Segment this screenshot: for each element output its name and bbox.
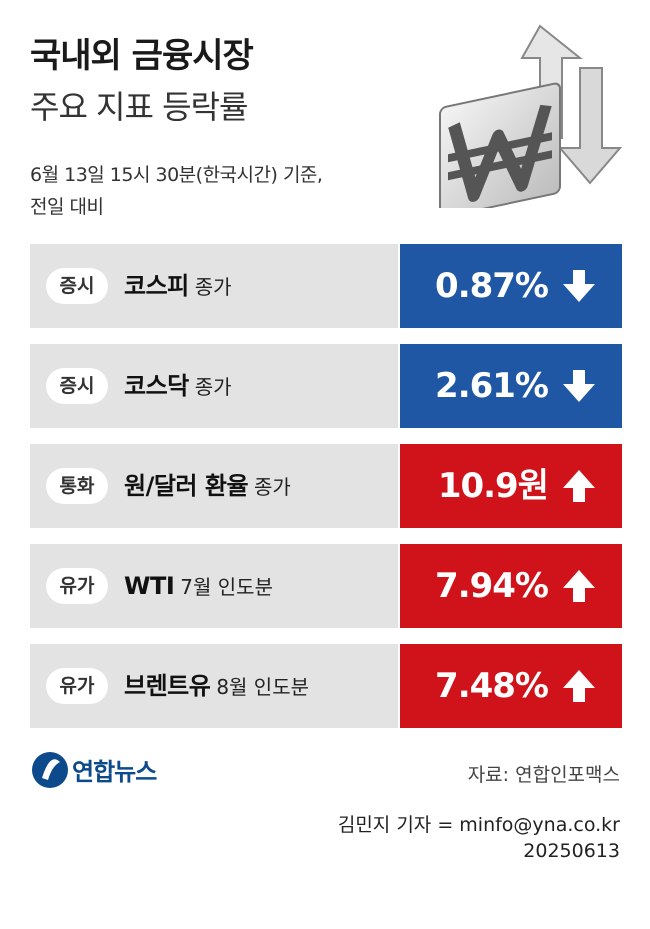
basis-text: 6월 13일 15시 30분(한국시간) 기준, xyxy=(30,164,323,186)
date-credit: 20250613 xyxy=(523,840,620,862)
change-value: 7.94% xyxy=(435,566,549,606)
change-value: 7.48% xyxy=(435,666,549,706)
indicator-row: 증시 코스피 종가 0.87% xyxy=(30,244,622,328)
indicator-detail: 종가 xyxy=(194,275,232,299)
indicator-name: 브렌트유 8월 인도분 xyxy=(124,668,309,707)
indicator-name: 코스피 종가 xyxy=(124,268,232,307)
change-value: 2.61% xyxy=(435,366,549,406)
indicator-main-name: WTI xyxy=(124,572,175,600)
indicator-value-panel: 7.94% xyxy=(400,544,622,628)
page-title: 국내외 금융시장 xyxy=(30,36,254,76)
indicator-detail: 종가 xyxy=(194,375,232,399)
indicator-main-name: 원/달러 환율 xyxy=(124,472,249,500)
reporter-credit: 김민지 기자 = minfo@yna.co.kr xyxy=(337,814,620,836)
indicator-detail: 7월 인도분 xyxy=(180,575,273,599)
indicator-label-panel: 유가 WTI 7월 인도분 xyxy=(30,544,398,628)
category-badge: 유가 xyxy=(46,568,108,604)
indicator-detail: 종가 xyxy=(254,475,291,499)
up-arrow-icon xyxy=(563,470,595,502)
indicator-name: 원/달러 환율 종가 xyxy=(124,468,291,507)
basis-text-2: 전일 대비 xyxy=(30,196,104,218)
indicator-name: 코스닥 종가 xyxy=(124,368,232,407)
logo-text: 연합뉴스 xyxy=(72,758,157,786)
down-arrow-icon xyxy=(563,370,595,402)
category-badge: 증시 xyxy=(46,268,108,304)
change-value: 10.9원 xyxy=(437,466,549,506)
indicator-row: 증시 코스닥 종가 2.61% xyxy=(30,344,622,428)
indicator-value-panel: 0.87% xyxy=(400,244,622,328)
indicator-main-name: 코스닥 xyxy=(124,372,189,400)
up-arrow-icon xyxy=(563,570,595,602)
indicator-row: 통화 원/달러 환율 종가 10.9원 xyxy=(30,444,622,528)
indicator-label-panel: 증시 코스닥 종가 xyxy=(30,344,398,428)
source-text: 자료: 연합인포맥스 xyxy=(467,764,620,786)
indicator-row: 유가 브렌트유 8월 인도분 7.48% xyxy=(30,644,622,728)
indicator-main-name: 코스피 xyxy=(124,272,189,300)
change-value: 0.87% xyxy=(435,266,549,306)
credit: 김민지 기자 = minfo@yna.co.kr 20250613 xyxy=(338,812,620,864)
indicator-name: WTI 7월 인도분 xyxy=(124,568,273,607)
indicator-main-name: 브렌트유 xyxy=(124,672,211,700)
up-arrow-icon xyxy=(563,670,595,702)
category-badge: 유가 xyxy=(46,668,108,704)
indicator-label-panel: 유가 브렌트유 8월 인도분 xyxy=(30,644,398,728)
category-badge: 증시 xyxy=(46,368,108,404)
indicator-value-panel: 10.9원 xyxy=(400,444,622,528)
indicator-label-panel: 통화 원/달러 환율 종가 xyxy=(30,444,398,528)
category-badge: 통화 xyxy=(46,468,108,504)
indicator-detail: 8월 인도분 xyxy=(216,675,310,699)
indicator-value-panel: 7.48% xyxy=(400,644,622,728)
indicator-row: 유가 WTI 7월 인도분 7.94% xyxy=(30,544,622,628)
indicator-value-panel: 2.61% xyxy=(400,344,622,428)
down-arrow-icon xyxy=(563,270,595,302)
page-subtitle: 주요 지표 등락률 xyxy=(30,88,248,126)
yonhap-logo-icon xyxy=(32,752,68,788)
won-currency-updown-icon xyxy=(439,24,623,208)
indicator-label-panel: 증시 코스피 종가 xyxy=(30,244,398,328)
